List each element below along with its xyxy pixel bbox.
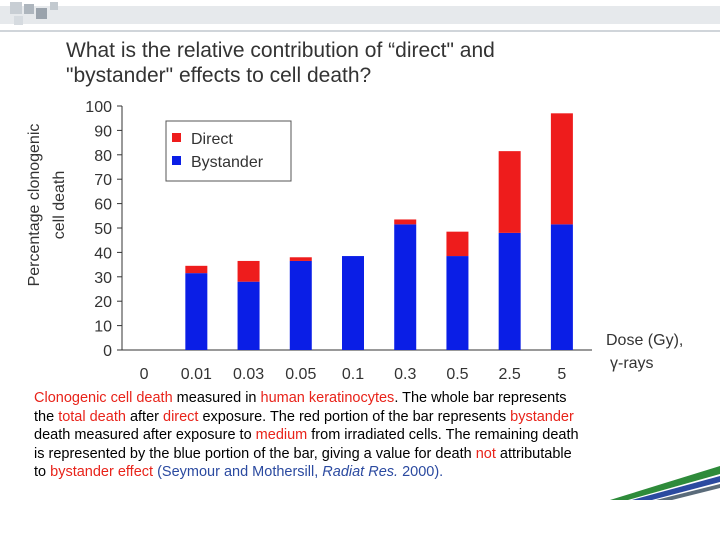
x-tick-label: 0 [140,366,149,383]
header-decoration [0,0,720,32]
bar-direct-0_03 [237,260,260,282]
bar-bystander-0_5 [446,256,469,350]
caption-term-direct: direct [163,408,199,425]
bar-direct-2_5 [498,151,521,233]
caption-term-not: not [475,445,496,462]
x-axis-label-line-2: γ-rays [610,355,654,372]
caption-text: exposure. The red portion of the bar rep… [198,408,511,425]
bar-bystander-0_1 [342,256,364,350]
caption-term-bystander: bystander [510,408,574,425]
caption-text: death measured after exposure to [34,427,256,443]
title-line-1: What is the relative contribution of “di… [66,39,495,62]
bar-direct-0_5 [446,231,469,257]
slide-title: What is the relative contribution of “di… [66,38,626,88]
x-tick-label: 2.5 [499,366,521,383]
logo-swoosh [610,466,720,500]
bar-direct-5 [550,113,573,225]
caption-text: the [34,408,59,425]
legend-label-bystander: Bystander [191,154,264,171]
y-tick-label: 10 [94,319,112,336]
bar-bystander-0_05 [289,260,312,350]
bar-direct-0_3 [394,219,417,225]
y-tick-label: 70 [94,172,112,189]
y-tick-label: 30 [94,270,112,287]
caption-term-total-death: total death [58,408,126,425]
legend-swatch-direct [172,133,181,142]
y-tick-label: 50 [94,221,112,238]
y-tick-label: 100 [85,99,112,116]
bar-bystander-5 [550,224,573,350]
figure-caption: Clonogenic cell death measured in human … [34,389,698,482]
x-tick-label: 5 [557,366,566,383]
x-tick-label: 0.1 [342,366,364,383]
y-axis-label-line-2: cell death [51,171,68,240]
caption-text: after [125,408,163,425]
bar-bystander-0_03 [237,281,260,350]
bar-bystander-0_01 [185,273,208,350]
legend-label-direct: Direct [191,131,233,148]
x-tick-label: 0.03 [233,366,264,383]
legend-swatch-bystander [172,156,181,165]
bar-direct-0_01 [185,265,208,274]
title-line-2: "bystander" effects to cell death? [66,64,372,87]
y-tick-label: 60 [94,197,112,214]
y-tick-label: 90 [94,123,112,140]
caption-journal: Radiat Res. [322,464,399,480]
x-tick-label: 0.05 [285,366,316,383]
bar-bystander-0_3 [394,224,417,350]
bar-direct-0_05 [289,257,312,261]
x-tick-label: 0.01 [181,366,212,383]
y-axis-label-line-1: Percentage clonogenic [26,124,43,287]
caption-term-medium: medium [255,427,308,443]
legend: Direct Bystander [165,120,292,182]
x-tick-label: 0.3 [394,366,416,383]
caption-text: to [34,464,51,480]
caption-text: is represented by the blue portion of th… [34,445,476,462]
y-tick-label: 40 [94,245,112,262]
y-tick-label: 0 [103,343,112,360]
caption-text: . The whole bar represents [394,390,567,406]
caption-citation-year: 2000). [398,464,444,480]
bar-bystander-2_5 [498,232,521,350]
x-tick-label: 0.5 [446,366,468,383]
caption-citation: (Seymour and Mothersill, [153,464,323,480]
caption-term-bystander-effect: bystander effect [50,464,154,480]
x-axis-label-line-1: Dose (Gy), [606,332,683,349]
caption-text: from irradiated cells. The remaining dea… [307,427,579,443]
caption-term-keratinocytes: human keratinocytes [260,390,395,406]
y-tick-label: 80 [94,148,112,165]
caption-term-clonogenic: Clonogenic cell death [34,390,173,406]
caption-text: attributable [495,445,572,462]
y-tick-label: 20 [94,294,112,311]
caption-text: measured in [172,390,261,406]
